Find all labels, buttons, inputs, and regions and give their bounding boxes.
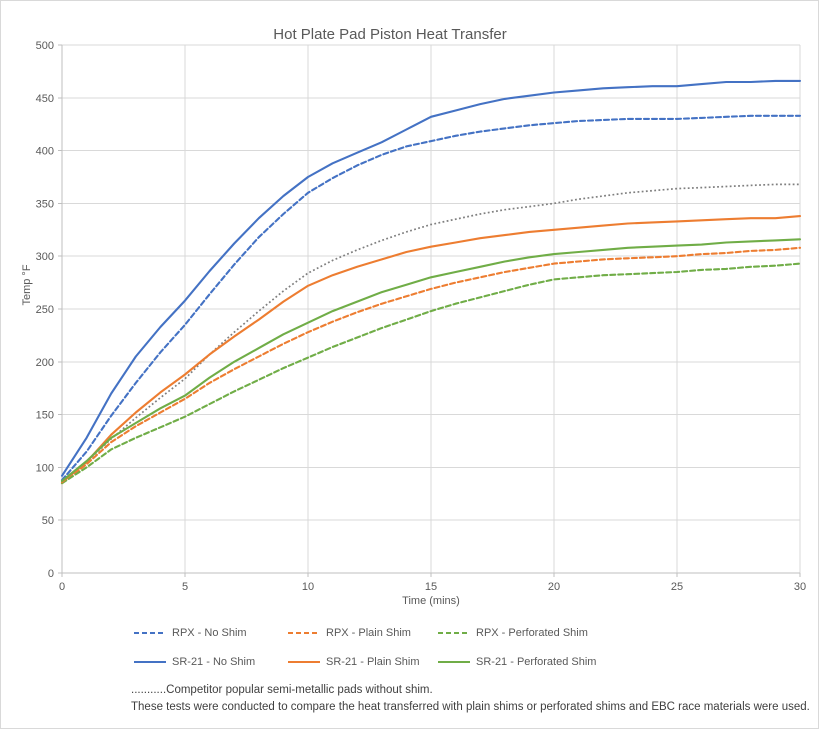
svg-text:30: 30: [794, 581, 806, 593]
svg-text:15: 15: [425, 581, 437, 593]
svg-text:20: 20: [548, 581, 560, 593]
svg-text:50: 50: [42, 515, 54, 527]
legend-item: SR-21 - Plain Shim: [288, 656, 420, 668]
svg-text:0: 0: [59, 581, 65, 593]
series-line: [60, 79, 802, 477]
legend-label: RPX - No Shim: [172, 627, 247, 639]
chart-title: Hot Plate Pad Piston Heat Transfer: [273, 26, 507, 43]
legend-label: RPX - Plain Shim: [326, 627, 411, 639]
chart-footnote: ...........Competitor popular semi-metal…: [131, 682, 817, 716]
legend-line-sample: [288, 631, 320, 635]
legend-line-sample: [134, 631, 166, 635]
series-line: [60, 246, 802, 485]
series-line: [61, 183, 800, 481]
footnote-line-description: These tests were conducted to compare th…: [131, 701, 810, 713]
legend-line-sample: [438, 660, 470, 664]
legend-label: SR-21 - Perforated Shim: [476, 656, 597, 668]
svg-text:100: 100: [36, 462, 54, 474]
legend-line-sample: [438, 631, 470, 635]
legend-item: SR-21 - Perforated Shim: [438, 656, 596, 668]
series-line: [60, 262, 802, 485]
svg-text:0: 0: [48, 568, 54, 580]
svg-text:200: 200: [36, 357, 54, 369]
series-line: [60, 215, 802, 484]
svg-text:350: 350: [36, 198, 54, 210]
legend-label: RPX - Perforated Shim: [476, 627, 588, 639]
series-line: [60, 238, 802, 483]
legend-label: SR-21 - No Shim: [172, 656, 256, 668]
svg-text:250: 250: [36, 304, 54, 316]
legend-item: RPX - Perforated Shim: [438, 627, 588, 639]
legend-item: SR-21 - No Shim: [134, 656, 255, 668]
svg-text:10: 10: [302, 581, 314, 593]
svg-text:400: 400: [36, 146, 54, 158]
x-axis-title: Time (mins): [402, 595, 460, 607]
legend-line-sample: [134, 660, 166, 664]
series-line: [60, 114, 802, 482]
legend-line-sample: [288, 660, 320, 664]
svg-text:300: 300: [36, 251, 54, 263]
svg-text:450: 450: [36, 93, 54, 105]
legend-item: RPX - No Shim: [134, 627, 247, 639]
svg-text:150: 150: [36, 410, 54, 422]
legend-label: SR-21 - Plain Shim: [326, 656, 420, 668]
legend-item: RPX - Plain Shim: [288, 627, 411, 639]
svg-text:500: 500: [36, 40, 54, 52]
svg-text:25: 25: [671, 581, 683, 593]
footnote-line-competitor: ...........Competitor popular semi-metal…: [131, 684, 433, 696]
svg-text:5: 5: [182, 581, 188, 593]
chart-plot-area: 0 50 100 150 200 250 300 350 400 450 500 0 5 10 15 20 25…: [36, 40, 806, 593]
